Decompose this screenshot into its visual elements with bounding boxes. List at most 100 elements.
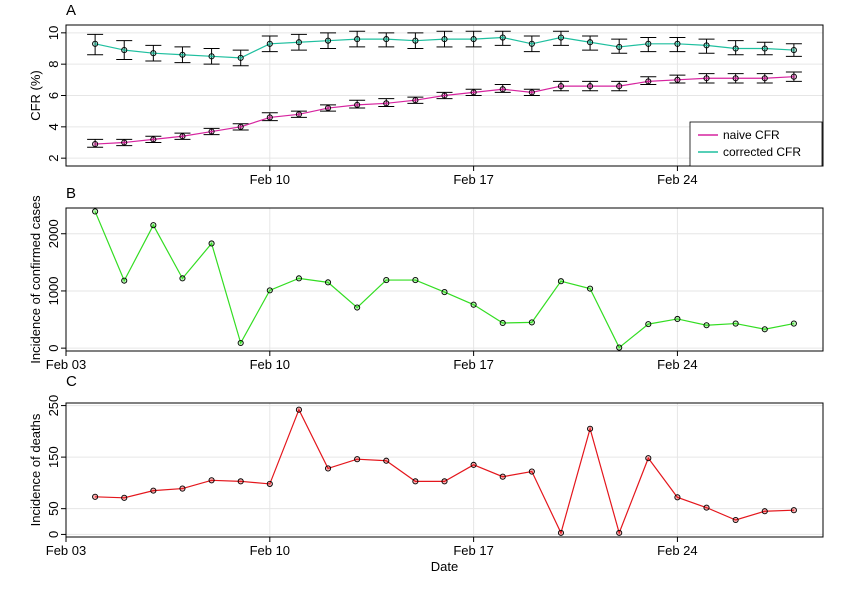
panel-b-series-1-point <box>92 208 99 215</box>
panel-a-series-2-point <box>324 37 332 44</box>
panel-a-xtick-label: Feb 10 <box>250 172 290 187</box>
panel-a-series-2-point <box>150 50 157 57</box>
panel-c-series-1-point <box>528 468 535 475</box>
panel-a-series-2-point <box>703 42 710 49</box>
panel-b-series-1-line <box>94 211 795 349</box>
panel-c-series-1-point <box>587 425 594 432</box>
panel-a-series-2-point <box>587 39 594 46</box>
panel-c-series-1-point <box>412 478 419 485</box>
panel-c-xtick-label: Feb 24 <box>657 543 697 558</box>
panel-c-series-1-point <box>616 529 623 536</box>
panel-c-series-1-point <box>703 504 710 511</box>
panel-a: A 2 4 6 8 10 Feb 10 Feb 17 Feb 24 CFR (%) naive CF… <box>28 2 824 187</box>
panel-a-legend: naive CFR corrected CFR <box>689 121 823 167</box>
panel-b-series-1-point <box>703 322 710 329</box>
panel-a-series-1-point <box>412 97 419 104</box>
panel-b-series-1-point <box>790 320 797 327</box>
panel-c: C 0 50 150 250 Feb 03 Feb 10 Feb 17 Feb 24 Incide… <box>28 373 824 574</box>
panel-a-series-2-point <box>208 53 215 60</box>
panel-a-series-2-point <box>441 36 448 43</box>
panel-a-series-2-point <box>499 34 506 41</box>
panel-c-ytick-label: 0 <box>46 531 61 538</box>
panel-a-xtick-label: Feb 17 <box>453 172 493 187</box>
panel-b-xtick-label: Feb 24 <box>657 357 697 372</box>
panel-a-series-1-point <box>237 123 244 130</box>
panel-a-series-1-point <box>761 75 768 82</box>
panel-a-series-2-point <box>121 47 128 54</box>
panel-c-series-1-point <box>237 478 244 485</box>
panel-c-series-1-point <box>732 516 739 524</box>
panel-b-series-1-point <box>645 321 652 328</box>
panel-b-ytick-label: 2000 <box>46 219 61 248</box>
panel-b: B 0 1000 2000 Feb 03 Feb 10 Feb 17 Feb 24 Incide… <box>28 185 824 372</box>
panel-a-series-1-point <box>295 111 302 118</box>
panel-c-xtick-label: Feb 17 <box>453 543 493 558</box>
panel-a-series-2-point <box>557 34 565 41</box>
panel-b-series-1-point <box>383 277 390 284</box>
panel-c-series-1-point <box>92 493 99 500</box>
panel-a-series-1-point <box>179 133 186 140</box>
panel-a-series-1-point <box>790 73 797 80</box>
panel-a-series-2-point <box>528 40 535 47</box>
panel-b-series-1-point <box>587 285 594 292</box>
panel-a-series-1-point <box>470 89 477 96</box>
panel-b-frame <box>65 207 824 352</box>
panel-a-series-2-point <box>790 47 797 54</box>
panel-b-y-axis-label: Incidence of confirmed cases <box>28 195 43 364</box>
panel-c-series-1-point <box>790 507 797 514</box>
panel-a-series-2-point <box>266 40 273 47</box>
panel-a-series-2-point <box>383 36 390 43</box>
panel-c-xtick-label: Feb 10 <box>250 543 290 558</box>
panel-b-letter: B <box>66 185 76 202</box>
panel-a-series-1-point <box>150 136 157 143</box>
panel-b-series-1-point <box>237 339 244 347</box>
panel-b-ytick-label: 0 <box>46 345 61 352</box>
panel-a-series-2-point <box>237 54 244 61</box>
panel-b-series-1-point <box>412 277 419 284</box>
panel-a-series-1-point <box>383 100 390 107</box>
panel-a-series-1-point <box>208 128 215 135</box>
panel-a-series-2-point <box>92 40 99 47</box>
panel-a-series-1-point <box>266 114 273 121</box>
panel-c-series-1-point <box>383 457 390 464</box>
panel-b-series-1-point <box>324 279 332 286</box>
panel-c-series-1-point <box>266 480 273 487</box>
panel-b-ytick-label: 1000 <box>46 276 61 305</box>
panel-a-series-2-line <box>94 36 794 59</box>
panel-a-series-1-point <box>324 104 332 112</box>
panel-b-series-1-point <box>150 222 157 229</box>
panel-b-series-1-point <box>295 275 302 282</box>
panel-c-xtick-label: Feb 03 <box>46 543 86 558</box>
panel-a-series-1-point <box>441 92 448 99</box>
legend-box <box>689 121 823 167</box>
panel-c-letter: C <box>66 373 77 390</box>
panel-a-series-1-point <box>674 76 681 83</box>
panel-b-series-1-point <box>470 301 477 308</box>
panel-c-frame <box>65 402 824 538</box>
panel-b-series-1-point <box>528 319 535 326</box>
panel-a-series-2-point <box>412 37 419 44</box>
panel-b-series-1-point <box>266 287 273 294</box>
panel-a-series-1-line <box>95 76 794 145</box>
panel-c-series-1-point <box>121 494 128 501</box>
panel-c-series-1-point <box>295 406 302 413</box>
panel-c-series-1-point <box>557 529 565 536</box>
panel-c-series-1-point <box>499 473 506 480</box>
panel-b-series-1-point <box>354 304 361 311</box>
panel-c-ytick-label: 50 <box>46 501 61 515</box>
panel-a-series-2-point <box>732 45 739 52</box>
panel-a-letter: A <box>66 2 76 19</box>
panel-a-series-1-point <box>587 83 594 90</box>
panel-a-xtick-label: Feb 24 <box>657 172 697 187</box>
panel-c-series-1-point <box>150 487 157 494</box>
panel-b-xtick-label: Feb 17 <box>453 357 493 372</box>
panel-a-ytick-label: 6 <box>46 92 61 99</box>
panel-c-ytick-label: 150 <box>46 446 61 468</box>
panel-a-series-1-point <box>732 75 739 82</box>
panel-b-series-1-point <box>674 315 681 323</box>
panel-a-series-2-point <box>761 45 768 52</box>
panel-c-series-1-line <box>95 408 794 535</box>
panel-a-series-1-point <box>703 75 710 82</box>
panel-b-series-1-point <box>732 320 739 327</box>
